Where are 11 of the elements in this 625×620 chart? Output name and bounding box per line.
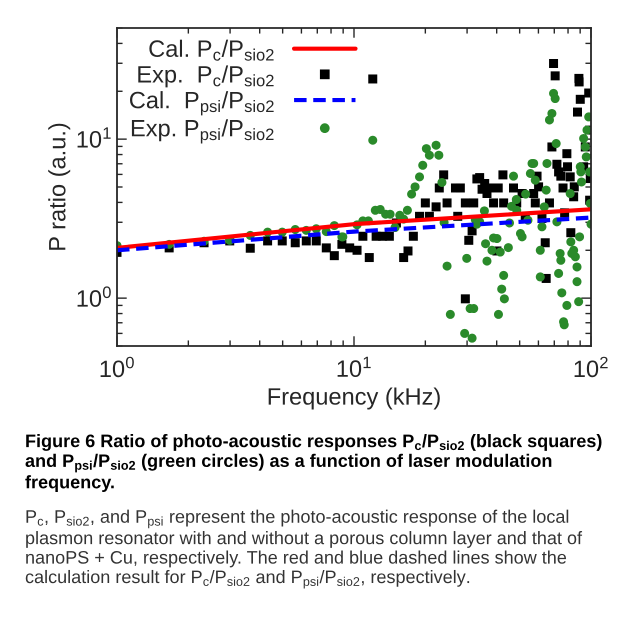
legend-label: Cal. P$_{c}$/P$_{sio2}$ [149, 40, 274, 61]
x-tick-label: 10$^{0}$ [100, 356, 134, 378]
x-tick-label: 10$^{2}$ [574, 356, 608, 378]
x-axis-title: Frequency (kHz) [268, 387, 440, 410]
y-axis-title: P ratio (a.u.) [48, 124, 70, 250]
text: Figure 6 Ratio of photo-acoustic responses P$_{c}$/P$_{sio2}$ (black squares) and P$_{psi}$/P$_{sio2}$ (green circles) as a function of laser modulation frequency. [25, 434, 602, 492]
legend-label: Exp. P$_{c}$/P$_{sio2}$ [138, 65, 274, 88]
legend-label: Cal. P$_{psi}$/P$_{sio2}$ [130, 91, 274, 116]
text: P$_{c}$, P$_{sio2}$, and P$_{psi}$ represent the photo-acoustic response of the local plasmon resonator with and without a porous column layer and that of nanoPS + Cu, respectively. The red and blue dashed lines show the calculation result for P$_{c}$/P$_{sio2}$ and P$_{psi}$/P$_{sio2}$, respectively. [26, 510, 582, 589]
legend-label: Exp. P$_{psi}$/P$_{sio2}$ [132, 119, 274, 144]
x-tick-label: 10$^{1}$ [338, 356, 371, 378]
